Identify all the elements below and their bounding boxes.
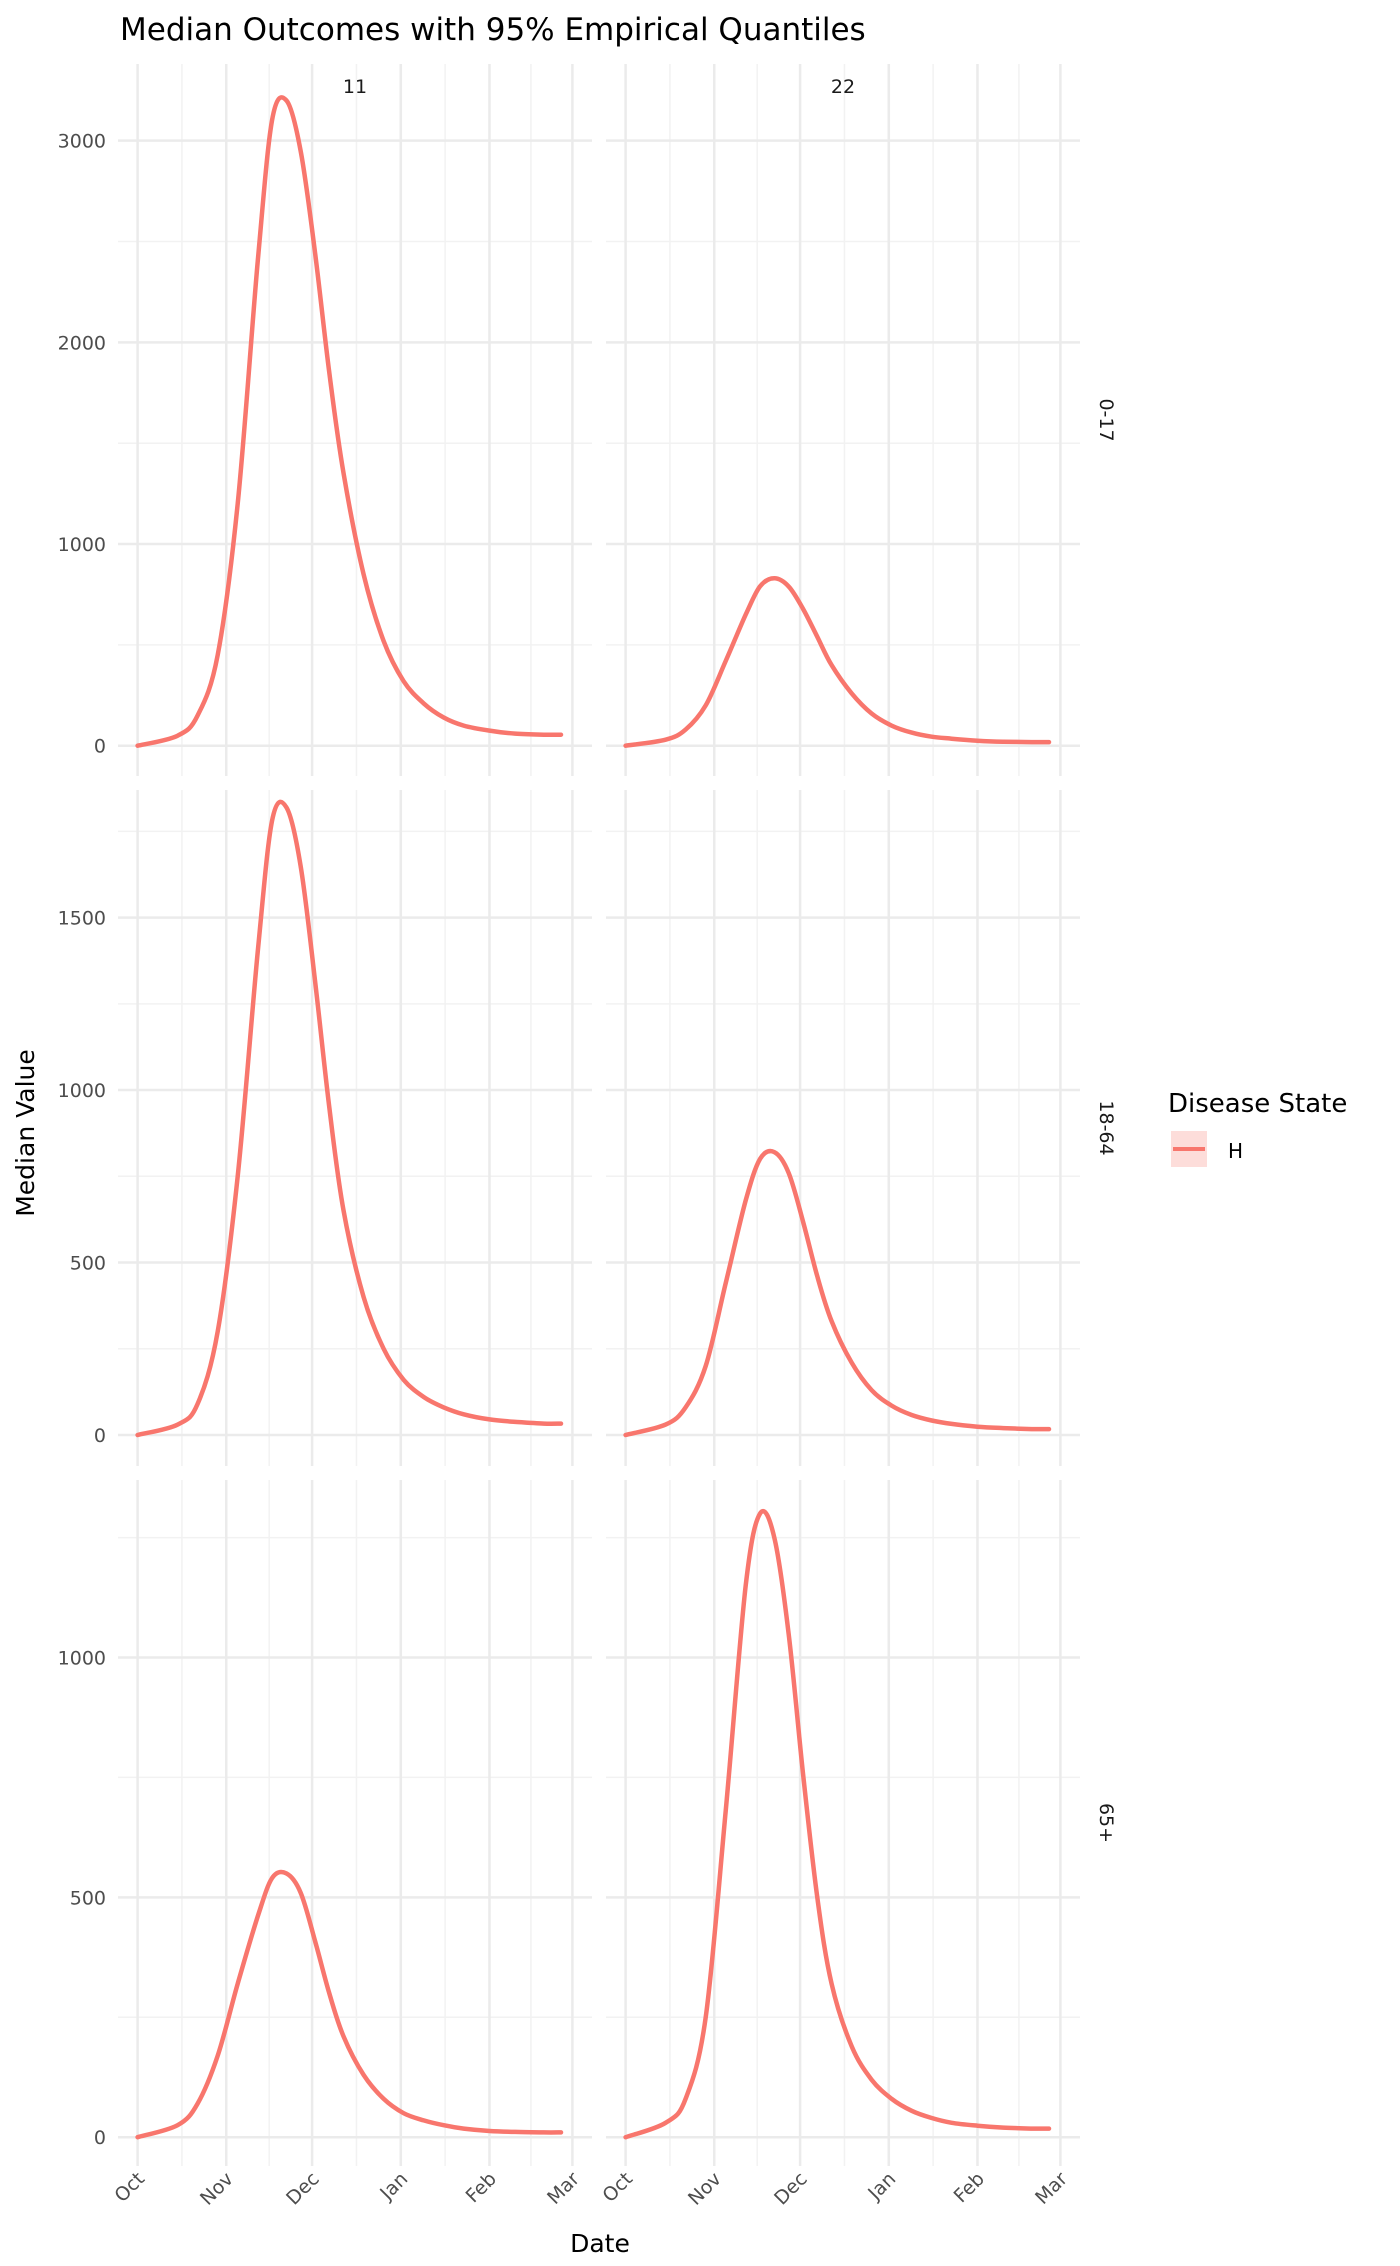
series-line-18-64-22 <box>623 1148 1052 1438</box>
x-tick-label: Feb <box>950 2168 989 2207</box>
row-strip-label: 65+ <box>1095 1803 1117 1843</box>
series-line-0-17-11 <box>135 95 564 748</box>
row-strip-label: 0-17 <box>1095 398 1117 441</box>
legend: Disease State H <box>1168 1089 1347 1167</box>
column-strip-label: 22 <box>831 76 855 98</box>
y-tick-label: 500 <box>70 1253 106 1275</box>
x-tick-label: Mar <box>1031 2168 1072 2209</box>
x-tick-label: Dec <box>770 2168 812 2210</box>
x-tick-label: Nov <box>684 2168 726 2210</box>
column-strip-label: 11 <box>343 76 367 98</box>
legend-entry-h: H <box>1228 1139 1243 1163</box>
legend-title: Disease State <box>1168 1089 1347 1119</box>
y-tick-label: 0 <box>94 2127 106 2149</box>
x-axis-label: Date <box>570 2229 630 2258</box>
panel-18-64-22 <box>606 790 1080 1466</box>
y-axis-label: Median Value <box>11 1049 40 1217</box>
y-tick-label: 500 <box>70 1887 106 1909</box>
x-tick-label: Dec <box>282 2168 324 2210</box>
panel-0-17-22 <box>606 64 1080 776</box>
series-line-0-17-22 <box>623 576 1052 748</box>
y-tick-label: 1500 <box>58 908 106 930</box>
series-line-18-64-11 <box>135 799 564 1438</box>
row-strip-label: 18-64 <box>1095 1100 1117 1155</box>
panel-0-17-11 <box>118 64 592 776</box>
series-line-65-22 <box>623 1508 1052 2140</box>
y-tick-label: 1000 <box>58 1080 106 1102</box>
x-tick-label: Feb <box>462 2168 501 2207</box>
y-tick-label: 2000 <box>58 332 106 354</box>
y-tick-label: 0 <box>94 1425 106 1447</box>
y-tick-label: 1000 <box>58 1647 106 1669</box>
chart-title: Median Outcomes with 95% Empirical Quant… <box>120 12 866 48</box>
series-line-65-11 <box>135 1869 564 2140</box>
x-tick-label: Oct <box>598 2168 637 2207</box>
panel-65-11 <box>118 1480 592 2166</box>
y-tick-label: 1000 <box>58 534 106 556</box>
x-tick-label: Jan <box>375 2168 412 2205</box>
y-tick-label: 0 <box>94 736 106 758</box>
panel-18-64-11 <box>118 790 592 1466</box>
x-tick-label: Jan <box>863 2168 900 2205</box>
panel-65-22 <box>606 1480 1080 2166</box>
x-tick-label: Mar <box>543 2168 584 2209</box>
y-tick-label: 3000 <box>58 131 106 153</box>
x-tick-label: Oct <box>110 2168 149 2207</box>
panels: 0 1000 2000 3000 11 22 0-17 0 500 1000 1500 18-64 0 5… <box>58 64 1117 2210</box>
x-tick-label: Nov <box>196 2168 238 2210</box>
